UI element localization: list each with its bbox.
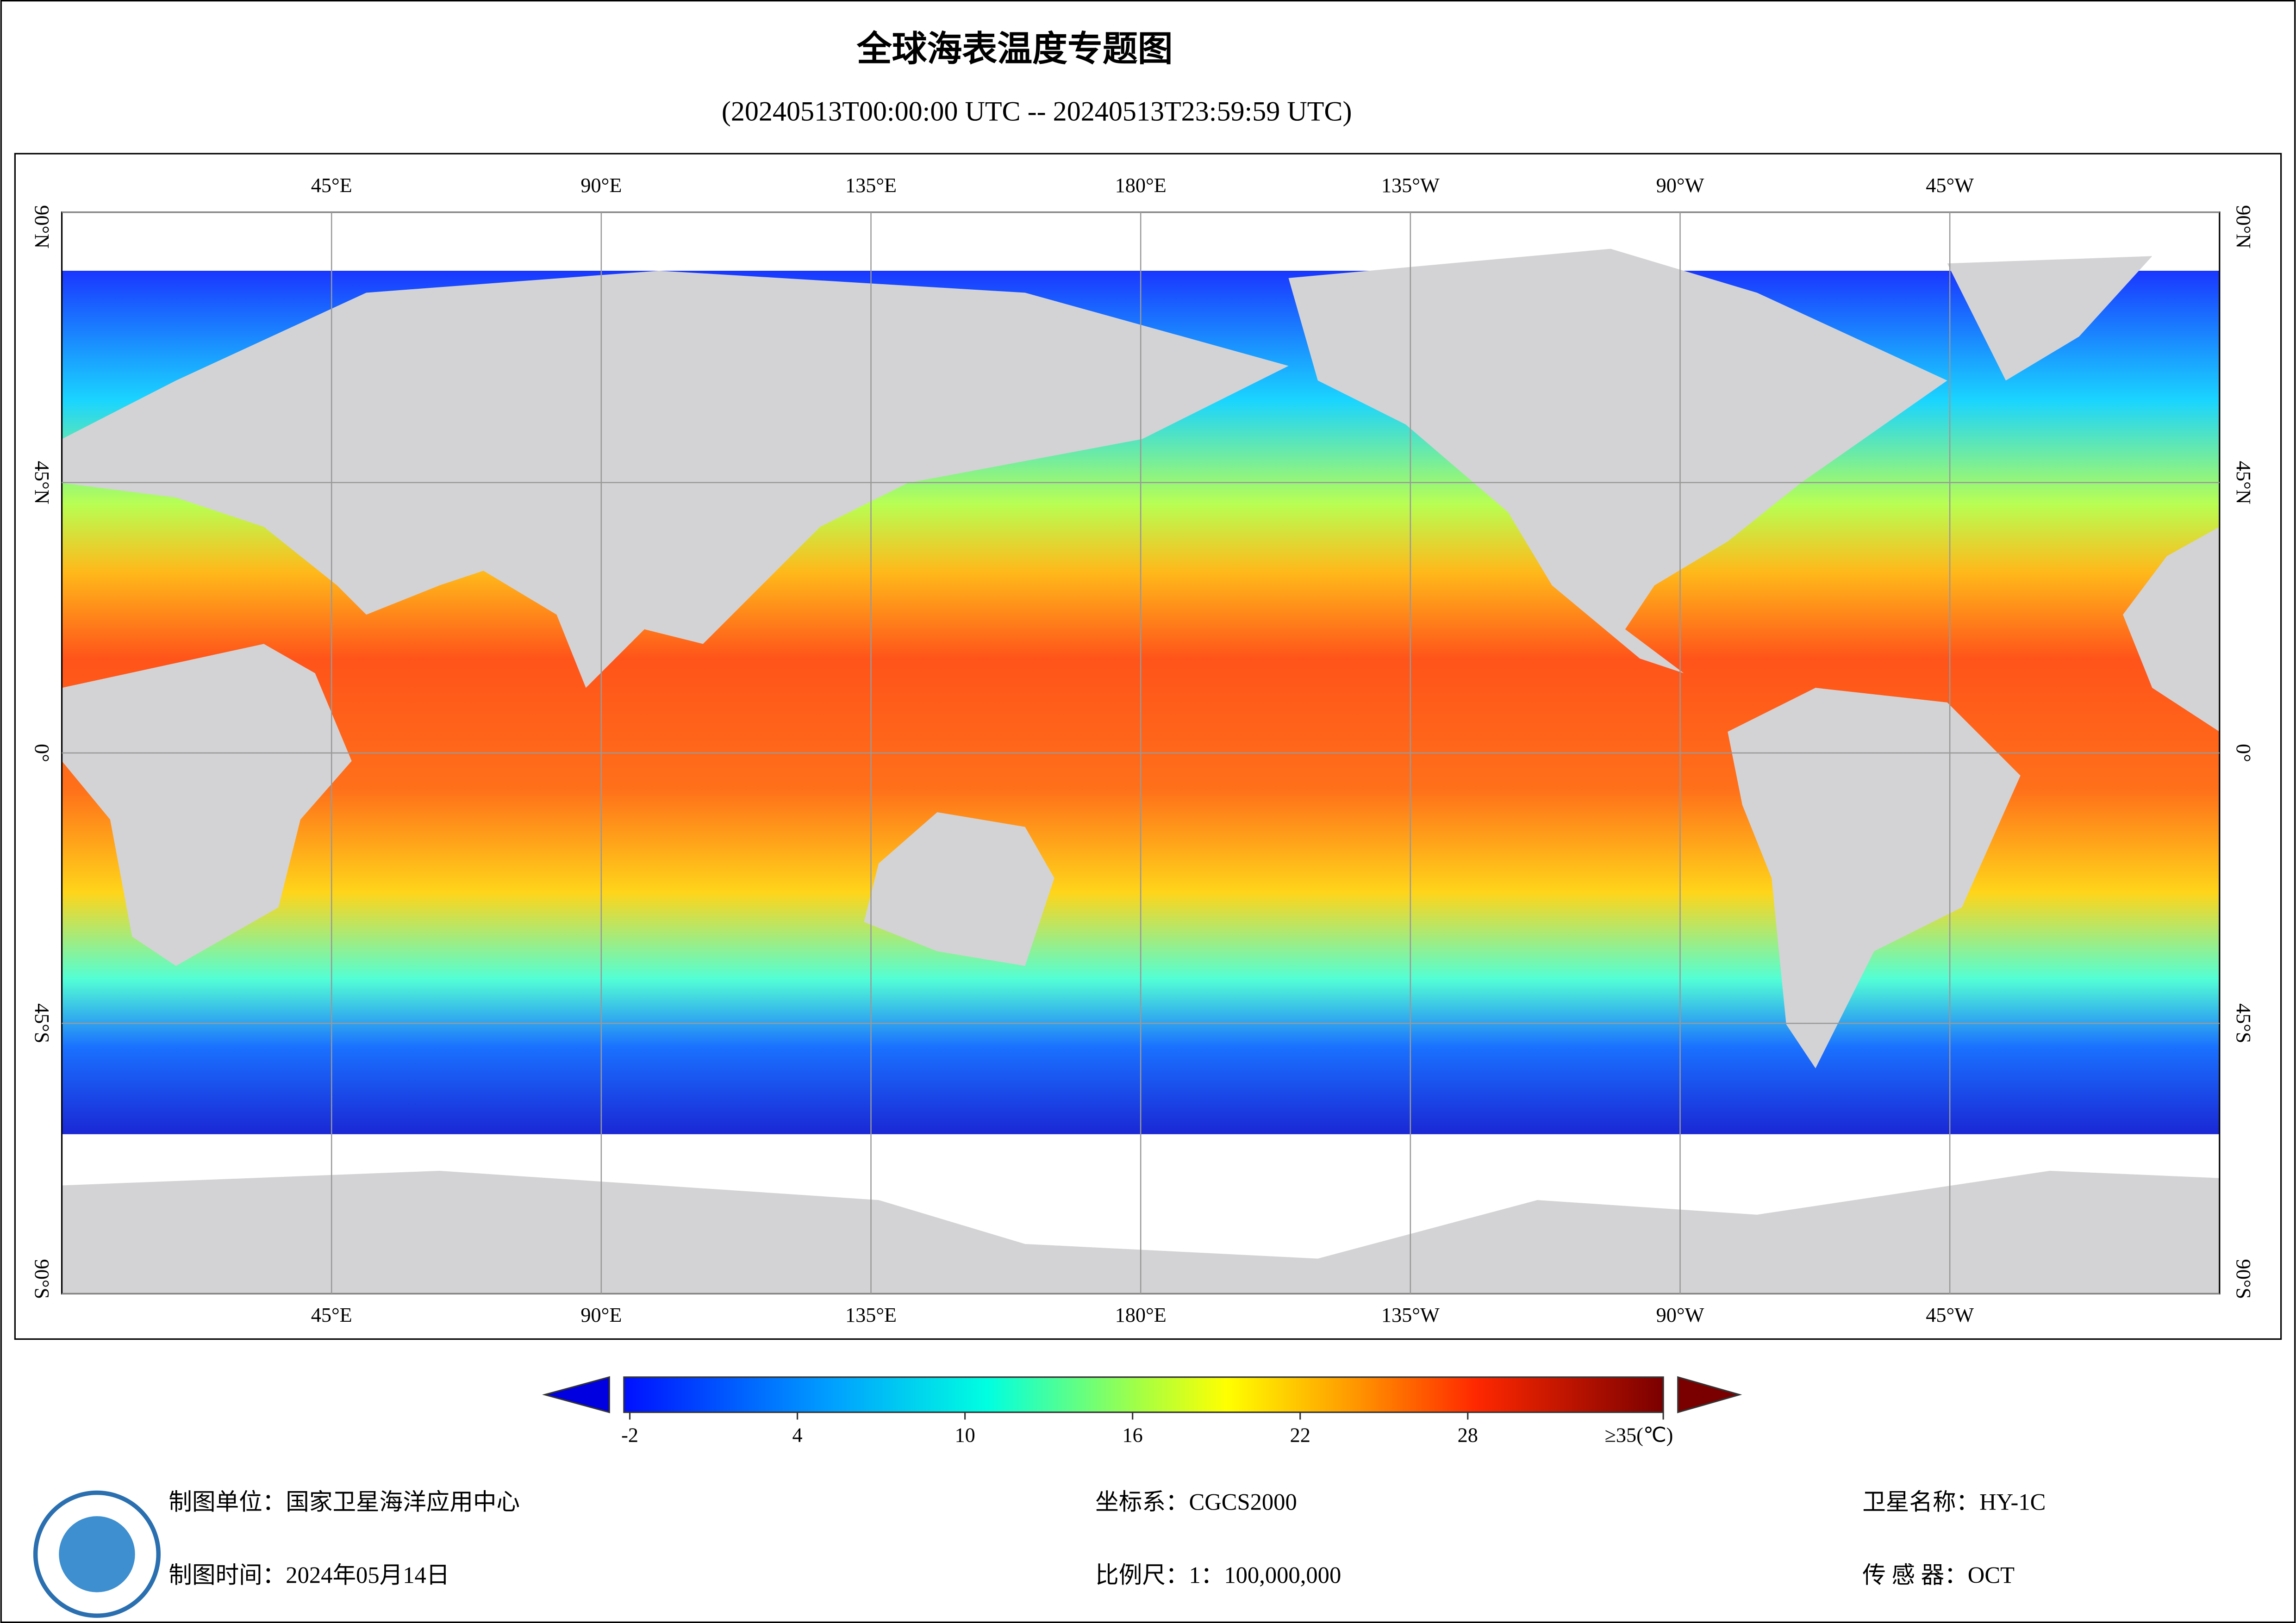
footer-scale: 比例尺：1：100,000,000 [1095,1562,1341,1588]
map [61,211,2221,1295]
colorbar-tick-label: 28 [1458,1424,1478,1447]
west-africa [2123,527,2220,732]
lon-label-top: 90°E [580,174,622,197]
lat-label-left: 0° [31,744,53,762]
lat-label-left: 45°N [31,461,53,504]
colorbar-tick-label: 22 [1290,1424,1310,1447]
colorbar-under [542,1376,610,1413]
africa [62,644,352,966]
lat-label-left: 90°S [31,1259,53,1300]
lat-label-right: 45°N [2232,461,2255,504]
colorbar-tick-label: -2 [621,1424,638,1447]
lon-label-top: 135°E [845,174,897,197]
colorbar-tick-label: ≥35(℃) [1605,1424,1673,1447]
lat-label-right: 90°S [2232,1259,2255,1300]
map-frame [14,153,2282,1340]
footer-satellite: 卫星名称：HY-1C [1862,1489,2046,1515]
footer-date: 制图时间：2024年05月14日 [168,1562,449,1588]
lon-label-bottom: 45°E [311,1304,352,1326]
lat-label-left: 45°S [31,1003,53,1044]
lon-label-bottom: 135°E [845,1304,897,1326]
colorbar-tick-label: 4 [792,1424,803,1447]
lon-label-top: 45°E [311,174,352,197]
footer-crs: 坐标系：CGCS2000 [1095,1489,1297,1515]
lat-label-left: 90°N [31,205,53,249]
colorbar-tick-label: 16 [1123,1424,1143,1447]
lon-label-bottom: 90°E [580,1304,622,1326]
lon-label-top: 90°W [1656,174,1704,197]
lat-label-right: 90°N [2232,205,2255,249]
eurasia [62,271,1289,688]
lon-label-bottom: 135°W [1381,1304,1440,1326]
lon-label-top: 135°W [1381,174,1440,197]
lon-label-bottom: 90°W [1656,1304,1704,1326]
subtitle: (20240513T00:00:00 UTC -- 20240513T23:59… [722,95,1352,126]
colorbar-over [1677,1376,1742,1413]
lon-label-bottom: 180°E [1115,1304,1167,1326]
lat-label-right: 0° [2232,744,2255,762]
logo [33,1490,161,1618]
south-america [1728,688,2021,1069]
footer-sensor: 传 感 器：OCT [1862,1562,2015,1588]
greenland [1947,256,2152,381]
logo-globe [59,1516,135,1592]
lat-label-right: 45°S [2232,1003,2255,1044]
australia [864,812,1054,966]
lon-label-top: 45°W [1926,174,1974,197]
colorbar-tick-label: 10 [955,1424,975,1447]
lon-label-top: 180°E [1115,174,1167,197]
north-america [1288,249,1947,673]
lon-label-bottom: 45°W [1926,1304,1974,1326]
colorbar [623,1376,1664,1413]
footer-unit: 制图单位：国家卫星海洋应用中心 [168,1489,520,1515]
title: 全球海表温度专题图 [856,29,1173,69]
